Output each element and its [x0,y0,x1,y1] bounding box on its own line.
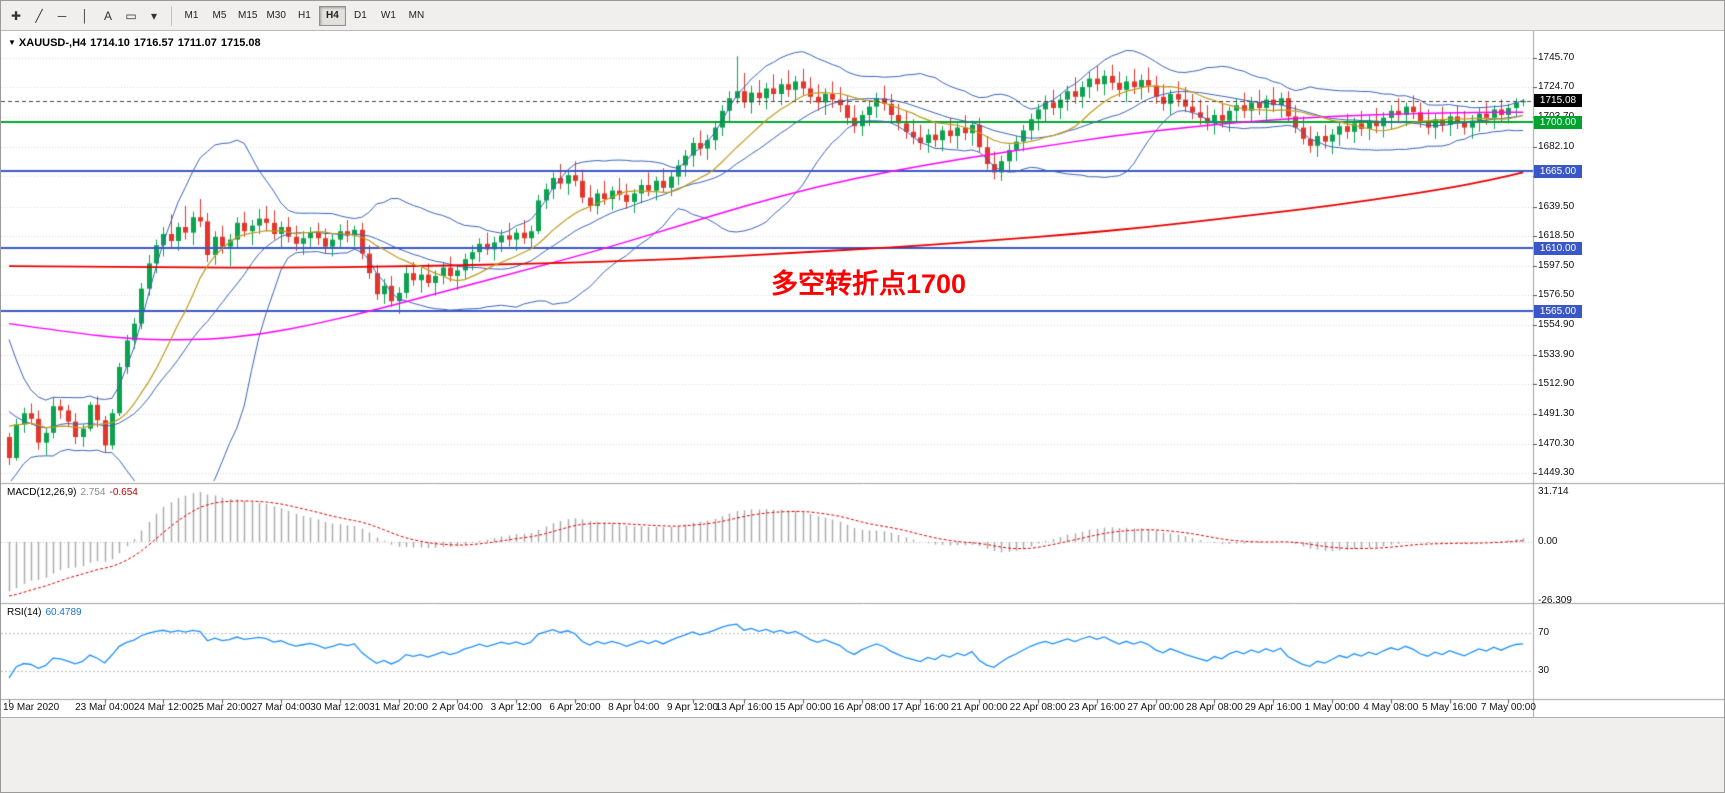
open-value: 1714.10 [90,37,130,49]
timeframe-d1[interactable]: D1 [347,6,374,26]
timeframe-m5[interactable]: M5 [206,6,233,26]
macd-header: MACD(12,26,9) 2.754 -0.654 [7,487,138,498]
low-value: 1711.07 [177,37,217,49]
chart-annotation-text[interactable]: 多空转折点1700 [771,269,967,299]
trendline-icon[interactable]: ╱ [28,5,50,27]
toolbar-separator [171,5,172,26]
horizontal-line-icon[interactable]: ─ [51,5,73,27]
chart-menu-icon[interactable]: ▼ [8,38,16,47]
timeframe-h4[interactable]: H4 [318,5,346,26]
timeframe-m1[interactable]: M1 [178,6,205,26]
rsi-header: RSI(14) 60.4789 [7,607,82,618]
high-value: 1716.57 [133,37,174,49]
macd-value: 2.754 [80,487,106,498]
timeframe-m30[interactable]: M30 [262,6,289,26]
timeframe-mn[interactable]: MN [403,6,430,26]
ohlc-header: ▼ XAUUSD-,H4 1714.10 1716.57 1711.07 1715.08 [8,37,265,49]
close-value: 1715.08 [220,37,261,49]
rsi-title: RSI(14) [7,607,42,618]
macd-title: MACD(12,26,9) [7,487,77,498]
price-chart-canvas[interactable] [1,31,1724,717]
text-tool-icon[interactable]: A [97,5,119,27]
shapes-tool-icon[interactable]: ▭ [120,5,142,27]
macd-signal-value: -0.654 [109,487,138,498]
bottom-status-area [1,717,1724,792]
timeframe-w1[interactable]: W1 [375,6,402,26]
symbol-period: XAUUSD-,H4 [18,37,87,49]
vertical-line-icon[interactable]: │ [74,5,96,27]
timeframe-h1[interactable]: H1 [291,6,318,26]
toolbar: ✚ ╱ ─ │ A ▭ ▾ M1 M5 M15 M30 H1 H4 D1 W1 … [1,1,1724,31]
tools-dropdown-icon[interactable]: ▾ [143,5,165,27]
timeframe-m15[interactable]: M15 [234,6,261,26]
crosshair-icon[interactable]: ✚ [5,5,27,27]
rsi-value: 60.4789 [45,607,82,618]
